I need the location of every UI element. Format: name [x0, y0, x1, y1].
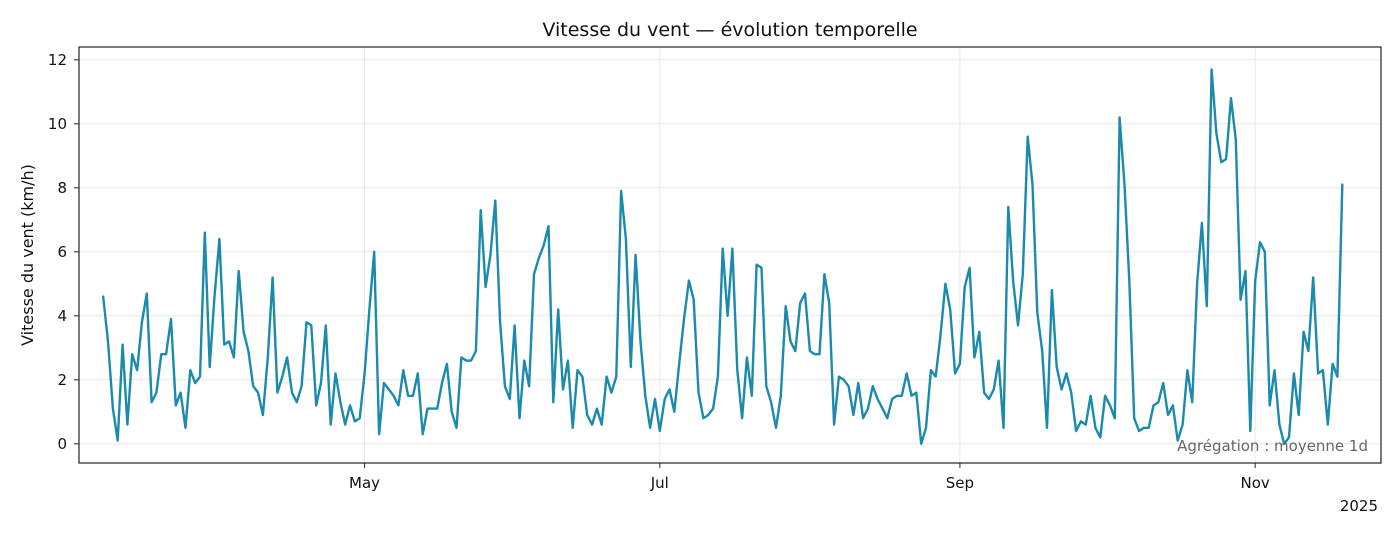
x-axis-year-label: 2025: [1340, 497, 1378, 515]
x-tick-label: Sep: [946, 474, 974, 492]
axis-ticks: 0 2 4 6 8 10 12 May Jul Sep Nov: [48, 51, 1270, 492]
y-tick-label: 4: [57, 307, 67, 325]
wind-speed-line: [101, 68, 1344, 445]
chart-title: Vitesse du vent — évolution temporelle: [542, 19, 917, 41]
y-tick-label: 12: [48, 51, 67, 69]
series-layer: [101, 68, 1344, 445]
aggregation-note: Agrégation : moyenne 1d: [1177, 437, 1368, 455]
x-tick-label: Jul: [650, 474, 669, 492]
y-tick-label: 0: [57, 435, 67, 453]
x-tick-label: May: [349, 474, 380, 492]
y-tick-label: 2: [57, 371, 67, 389]
y-tick-label: 10: [48, 115, 67, 133]
y-tick-label: 6: [57, 243, 67, 261]
y-tick-label: 8: [57, 179, 67, 197]
x-tick-label: Nov: [1241, 474, 1270, 492]
y-axis-label: Vitesse du vent (km/h): [18, 164, 37, 346]
grid: [79, 47, 1381, 463]
plot-frame: [78, 46, 1382, 464]
